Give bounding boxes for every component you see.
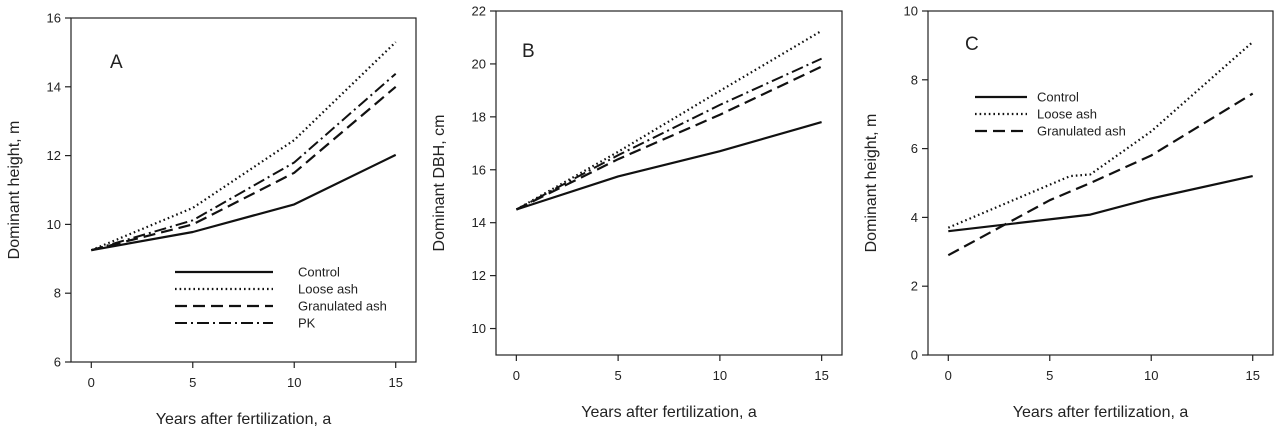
panel-a: 6 8 10 12 14 16 0 5 10 15 Years after fertilizatio…	[6, 11, 417, 428]
series-line	[91, 72, 397, 252]
x-tick-label: 15	[388, 375, 402, 390]
legend-label: Loose ash	[298, 282, 358, 297]
panel-label: A	[110, 52, 123, 73]
x-tick-label: 10	[713, 368, 727, 383]
x-tick-label: 0	[945, 368, 952, 383]
legend-label: Granulated ash	[298, 299, 387, 314]
y-tick-label: 12	[47, 148, 61, 163]
panel-b: 10 12 14 16 18 20 22 0 5 10 15 Years after fertiliz…	[431, 4, 843, 421]
y-tick-label: 12	[472, 268, 486, 283]
series-line	[515, 29, 823, 211]
plot-frame	[495, 10, 843, 356]
x-tick-label: 0	[88, 375, 95, 390]
y-tick-label: 20	[472, 56, 486, 71]
series-line	[948, 175, 1253, 233]
legend-label: PK	[298, 316, 316, 331]
y-tick-label: 16	[472, 162, 486, 177]
y-tick-label: 8	[54, 286, 61, 301]
x-tick-label: 10	[287, 375, 301, 390]
y-tick-label: 22	[472, 4, 486, 19]
series-line	[516, 121, 822, 211]
y-tick-label: 2	[911, 279, 918, 294]
series-line	[515, 57, 823, 211]
y-tick-label: 10	[904, 4, 918, 19]
x-tick-label: 0	[513, 368, 520, 383]
y-tick-label: 6	[54, 355, 61, 370]
panel-label: C	[965, 34, 979, 55]
series-line	[947, 92, 1254, 257]
x-axis-title: Years after fertilization, a	[581, 404, 757, 421]
y-tick-label: 14	[47, 79, 61, 94]
x-tick-label: 15	[814, 368, 828, 383]
legend-label: Control	[1037, 90, 1079, 105]
y-tick-label: 4	[911, 210, 918, 225]
x-tick-label: 5	[1046, 368, 1053, 383]
plot-frame	[70, 17, 417, 363]
y-axis-title: Dominant height, m	[863, 114, 880, 253]
y-axis-title: Dominant DBH, cm	[431, 115, 448, 252]
x-tick-label: 5	[189, 375, 196, 390]
legend-label: Control	[298, 265, 340, 280]
y-tick-label: 10	[47, 217, 61, 232]
y-axis-title: Dominant height, m	[6, 121, 23, 260]
y-tick-label: 14	[472, 215, 486, 230]
x-tick-label: 10	[1144, 368, 1158, 383]
y-tick-label: 0	[911, 348, 918, 363]
y-tick-label: 18	[472, 109, 486, 124]
series-line	[90, 41, 397, 252]
legend: Control Loose ash Granulated ash PK	[175, 265, 387, 331]
x-tick-label: 5	[615, 368, 622, 383]
x-axis-title: Years after fertilization, a	[1013, 404, 1189, 421]
series-line	[515, 65, 823, 211]
y-tick-label: 6	[911, 141, 918, 156]
x-tick-label: 15	[1245, 368, 1259, 383]
panel-label: B	[522, 41, 535, 62]
series-line	[91, 85, 397, 252]
y-tick-label: 10	[472, 321, 486, 336]
legend-label: Granulated ash	[1037, 124, 1126, 139]
x-axis-title: Years after fertilization, a	[156, 411, 332, 428]
y-tick-label: 8	[911, 72, 918, 87]
y-tick-label: 16	[47, 11, 61, 26]
legend-label: Loose ash	[1037, 107, 1097, 122]
panel-c: 0 2 4 6 8 10 0 5 10 15 Years after fertilization, …	[863, 4, 1274, 421]
series-line	[947, 41, 1254, 229]
series-line	[91, 153, 397, 252]
plot-frame	[927, 10, 1274, 356]
legend: Control Loose ash Granulated ash	[975, 90, 1126, 139]
